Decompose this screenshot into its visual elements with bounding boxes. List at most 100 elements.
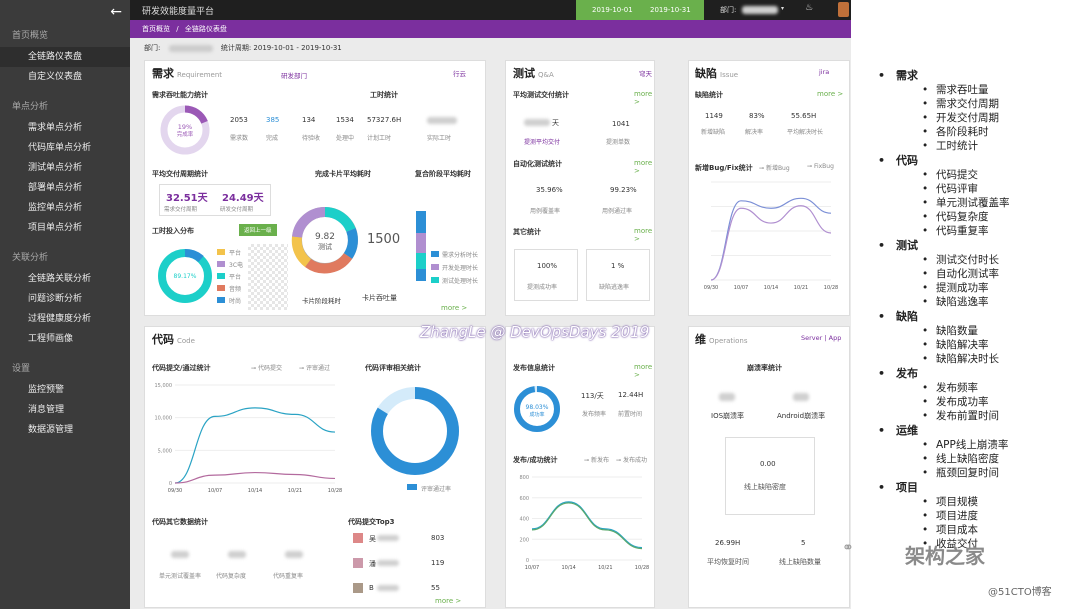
top-value: 119 xyxy=(431,559,445,567)
chevron-down-icon[interactable]: ▾ xyxy=(781,5,785,12)
svg-text:89.17%: 89.17% xyxy=(174,273,197,280)
sidebar-item[interactable]: 部署单点分析 xyxy=(28,183,83,193)
test-tag[interactable]: 穹天 xyxy=(639,70,652,78)
sidebar-item[interactable]: 消息管理 xyxy=(28,405,65,415)
svg-text:成功率: 成功率 xyxy=(529,411,544,418)
sidebar-item[interactable]: 问题诊断分析 xyxy=(28,294,83,304)
sidebar-item[interactable]: 自定义仪表盘 xyxy=(28,72,83,82)
sidebar: ← 首页概览 全链路仪表盘 自定义仪表盘 单点分析 需求单点分析 代码库单点分析 测试单点分… xyxy=(0,0,130,609)
throughput-title: 需求吞吐能力统计 xyxy=(152,91,208,99)
sidebar-item[interactable]: 数据源管理 xyxy=(28,425,74,435)
sidebar-section-title: 单点分析 xyxy=(12,102,49,112)
outline-item: 需求交付周期 xyxy=(878,97,1078,111)
req-more-link[interactable]: more > xyxy=(441,304,468,312)
test-more-2[interactable]: more > xyxy=(634,159,653,175)
y-tick-label: 200 xyxy=(519,537,529,543)
x-tick-label: 10/14 xyxy=(561,565,575,571)
defect-stat-value: 1149 xyxy=(705,112,723,120)
deploy-more[interactable]: more > xyxy=(634,363,653,379)
req-tag-source[interactable]: 行云 xyxy=(453,70,466,78)
outline-category: 测试 xyxy=(878,238,1078,253)
sidebar-item[interactable]: 工程师画像 xyxy=(28,334,74,344)
date-range[interactable]: 2019-10-01 2019-10-31 xyxy=(576,0,704,20)
avatar xyxy=(353,558,363,568)
filter-bar: 部门: 统计周期: 2019-10-01 - 2019-10-31 xyxy=(130,38,851,58)
test-card: 测试 Q&A 穹天 平均测试交付统计 more > 天 提测平均交付 1041 提… xyxy=(505,60,655,316)
outline-item: 缺陷逃逸率 xyxy=(878,295,1078,309)
dept-label: 部门: xyxy=(720,6,737,14)
series-line xyxy=(174,471,336,484)
ops-card: 维 Operations Server | App 崩溃率统计 IOS崩溃率 An… xyxy=(688,326,850,608)
legend-label: 时尚 xyxy=(229,298,242,305)
metrics-outline: 需求需求吞吐量需求交付周期开发交付周期各阶段耗时工时统计代码代码提交代码评审单元… xyxy=(878,68,1078,551)
req-tag-dept[interactable]: 研发部门 xyxy=(281,72,307,80)
defect-more[interactable]: more > xyxy=(817,90,844,98)
brand-logo-text: 架构之家 xyxy=(905,544,985,568)
back-arrow-icon[interactable]: ← xyxy=(110,4,122,20)
outline-category: 运维 xyxy=(878,423,1078,438)
legend-swatch xyxy=(217,285,225,291)
top-value: 55 xyxy=(431,584,440,592)
sidebar-item[interactable]: 项目单点分析 xyxy=(28,223,83,233)
sidebar-item[interactable]: 监控预警 xyxy=(28,385,65,395)
avatar xyxy=(353,533,363,543)
sidebar-item[interactable]: 全链路仪表盘 xyxy=(0,47,130,67)
dept-filter-blurred[interactable] xyxy=(168,44,213,52)
outline-item: 线上缺陷密度 xyxy=(878,452,1078,466)
x-tick-label: 10/28 xyxy=(328,488,342,494)
y-tick-label: 0 xyxy=(526,558,529,564)
outline-item: 代码提交 xyxy=(878,168,1078,182)
req-stat-label: 实际工时 xyxy=(427,135,452,142)
series-line xyxy=(710,197,832,281)
outline-item: 瓶颈回复时间 xyxy=(878,466,1078,480)
defect-tag[interactable]: jira xyxy=(819,68,830,76)
legend-label: 需求分析时长 xyxy=(442,252,479,259)
cycle-box: 32.51天 需求交付周期 24.49天 研发交付周期 xyxy=(159,184,271,216)
outline-item: 发布前置时间 xyxy=(878,409,1078,423)
req-stat-value: 2053 xyxy=(230,116,248,124)
test-more-1[interactable]: more > xyxy=(634,90,653,106)
blurred-value xyxy=(228,551,246,558)
cycle-title: 平均交付周期统计 xyxy=(152,170,208,178)
y-tick-label: 0 xyxy=(169,481,172,487)
sidebar-item[interactable]: 代码库单点分析 xyxy=(28,143,92,153)
bug-fix-chart: 09/30 10/07 10/14 10/21 10/28 xyxy=(704,181,838,291)
test-more-3[interactable]: more > xyxy=(634,227,653,243)
sidebar-item[interactable]: 测试单点分析 xyxy=(28,163,83,173)
req-stat-label: 计划工时 xyxy=(367,135,392,142)
req-stat-label: 完成 xyxy=(266,135,279,142)
legend-label: 平台 xyxy=(229,274,242,281)
outline-item: 收益交付 xyxy=(878,537,1078,551)
wechat-icon: ⚭ xyxy=(842,540,854,556)
ops-tag[interactable]: Server | App xyxy=(801,334,842,342)
req-stat-value: 1534 xyxy=(336,116,354,124)
code-more[interactable]: more > xyxy=(435,597,462,605)
sidebar-item[interactable]: 过程健康度分析 xyxy=(28,314,92,324)
top-name: 潘 xyxy=(369,560,376,568)
y-tick-label: 600 xyxy=(519,496,529,502)
series-line xyxy=(710,205,832,281)
outline-category: 项目 xyxy=(878,480,1078,495)
blurred-name xyxy=(377,560,399,566)
top-name: B xyxy=(369,584,374,592)
x-tick-label: 09/30 xyxy=(168,488,182,494)
y-tick-label: 400 xyxy=(519,517,529,523)
period-value[interactable]: 2019-10-01 - 2019-10-31 xyxy=(253,44,342,52)
requirement-card: 需求 Requirement 研发部门 行云 需求吞吐能力统计 工时统计 19% … xyxy=(144,60,486,316)
sidebar-item[interactable]: 监控单点分析 xyxy=(28,203,83,213)
bell-icon[interactable]: ♨ xyxy=(805,3,814,13)
sidebar-item[interactable]: 全链路关联分析 xyxy=(28,274,92,284)
outline-category: 代码 xyxy=(878,153,1078,168)
req-stat-value: 57327.6H xyxy=(367,116,402,124)
throughput-num: 1500 xyxy=(367,232,401,247)
outline-item: 代码复杂度 xyxy=(878,210,1078,224)
back-level-button[interactable]: 返回上一级 xyxy=(239,224,277,236)
breadcrumb-home[interactable]: 首页概览 xyxy=(142,25,170,33)
watermark: ZhangLe @ DevOpsDays 2019 xyxy=(420,323,650,341)
sidebar-item[interactable]: 需求单点分析 xyxy=(28,123,83,133)
y-tick-label: 10,000 xyxy=(155,416,173,422)
legend-swatch xyxy=(431,264,439,270)
x-tick-label: 10/14 xyxy=(764,285,778,291)
outline-item: 缺陷数量 xyxy=(878,324,1078,338)
avatar[interactable] xyxy=(838,2,849,17)
